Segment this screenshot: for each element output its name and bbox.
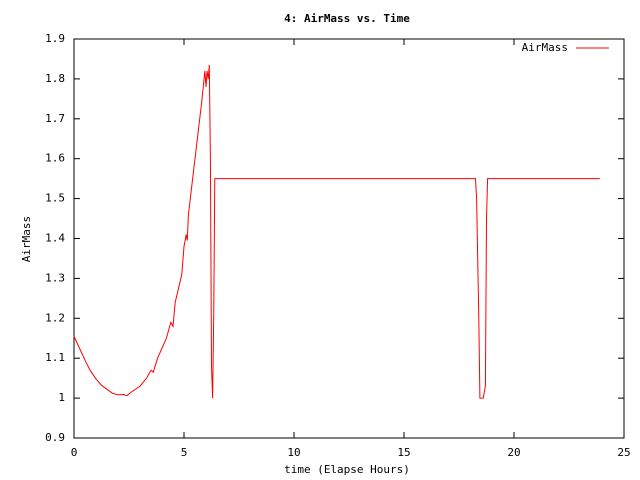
legend-label: AirMass (522, 41, 568, 54)
x-axis-label: time (Elapse Hours) (284, 463, 410, 476)
plot-frame (73, 38, 625, 439)
y-tick-label: 1.9 (45, 32, 65, 45)
y-tick-label: 1 (58, 391, 65, 404)
data-line (73, 64, 600, 399)
x-tick-label: 0 (71, 446, 78, 459)
x-tick-label: 20 (507, 446, 520, 459)
x-tick-label: 5 (181, 446, 188, 459)
y-tick-label: 0.9 (45, 431, 65, 444)
y-axis-label: AirMass (20, 216, 33, 262)
x-tick-label: 10 (287, 446, 300, 459)
x-tick-label: 15 (397, 446, 410, 459)
y-tick-label: 1.8 (45, 72, 65, 85)
y-tick-label: 1.5 (45, 192, 65, 205)
y-tick-label: 1.2 (45, 311, 65, 324)
y-tick-label: 1.4 (45, 232, 65, 245)
y-tick-label: 1.1 (45, 351, 65, 364)
chart-title: 4: AirMass vs. Time (284, 12, 410, 25)
y-tick-label: 1.3 (45, 271, 65, 284)
y-tick-label: 1.6 (45, 152, 65, 165)
y-tick-label: 1.7 (45, 112, 65, 125)
x-tick-label: 25 (617, 446, 630, 459)
